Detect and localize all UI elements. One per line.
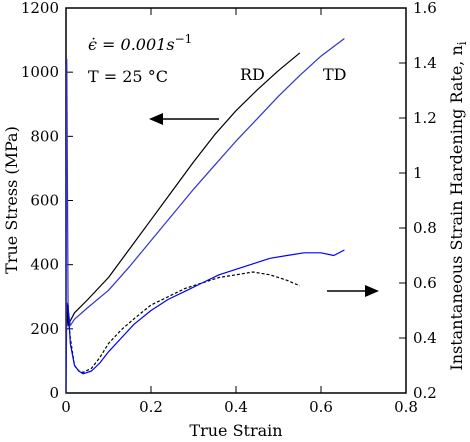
y-right-tick-label: 0.4 bbox=[413, 329, 437, 347]
y-right-tick-label: 0.8 bbox=[413, 219, 437, 237]
x-tick-label: 0.2 bbox=[139, 398, 163, 416]
y-right-tick-label: 1.2 bbox=[413, 109, 437, 127]
y-right-axis-label-sub: i bbox=[455, 41, 469, 45]
series-line-rd-stress bbox=[65, 52, 301, 394]
x-axis-label: True Strain bbox=[189, 421, 282, 440]
y-left-tick-label: 1200 bbox=[21, 0, 59, 17]
y-left-tick-label: 400 bbox=[30, 256, 59, 274]
td-label: TD bbox=[323, 65, 347, 84]
y-right-tick-label: 1.6 bbox=[413, 0, 437, 17]
y-left-tick-label: 0 bbox=[49, 384, 59, 402]
y-left-tick-label: 600 bbox=[30, 192, 59, 210]
series-line-rd-hardening-rate bbox=[67, 271, 301, 373]
y-right-tick-label: 0.6 bbox=[413, 274, 437, 292]
rd-label: RD bbox=[240, 65, 265, 84]
left-arrow bbox=[149, 113, 219, 125]
y-right-axis-label: Instantaneous Strain Hardening Rate, ni bbox=[447, 41, 469, 370]
temperature-annotation: T = 25 °C bbox=[88, 67, 168, 86]
x-tick-label: 0.6 bbox=[309, 398, 333, 416]
y-left-tick-label: 200 bbox=[30, 320, 59, 338]
y-right-tick-label: 1.4 bbox=[413, 54, 437, 72]
x-tick-label: 0.8 bbox=[394, 398, 418, 416]
strain-rate-text: ϵ̇ = 0.001s bbox=[88, 35, 175, 54]
y-right-axis-label-main: Instantaneous Strain Hardening Rate, n bbox=[447, 45, 466, 370]
y-left-axis-label: True Stress (MPa) bbox=[2, 126, 21, 274]
series-line-td-stress bbox=[65, 38, 345, 394]
right-arrow bbox=[327, 285, 379, 297]
strain-rate-annotation: ϵ̇ = 0.001s−1 bbox=[88, 32, 192, 54]
y-right-tick-label: 0.2 bbox=[413, 384, 437, 402]
y-right-tick-label: 1 bbox=[413, 164, 423, 182]
x-tick-label: 0.4 bbox=[224, 398, 248, 416]
y-left-tick-label: 1000 bbox=[21, 63, 59, 81]
x-tick-label: 0 bbox=[61, 398, 71, 416]
strain-rate-exponent: −1 bbox=[175, 32, 193, 46]
tick-group: 0 0.2 0.4 0.6 0.8 0 200 400 600 800 1000 1200 0.2 0.4… bbox=[21, 0, 437, 416]
y-left-tick-label: 800 bbox=[30, 127, 59, 145]
series-line-td-hardening-rate bbox=[67, 249, 345, 375]
series-group bbox=[65, 38, 345, 394]
